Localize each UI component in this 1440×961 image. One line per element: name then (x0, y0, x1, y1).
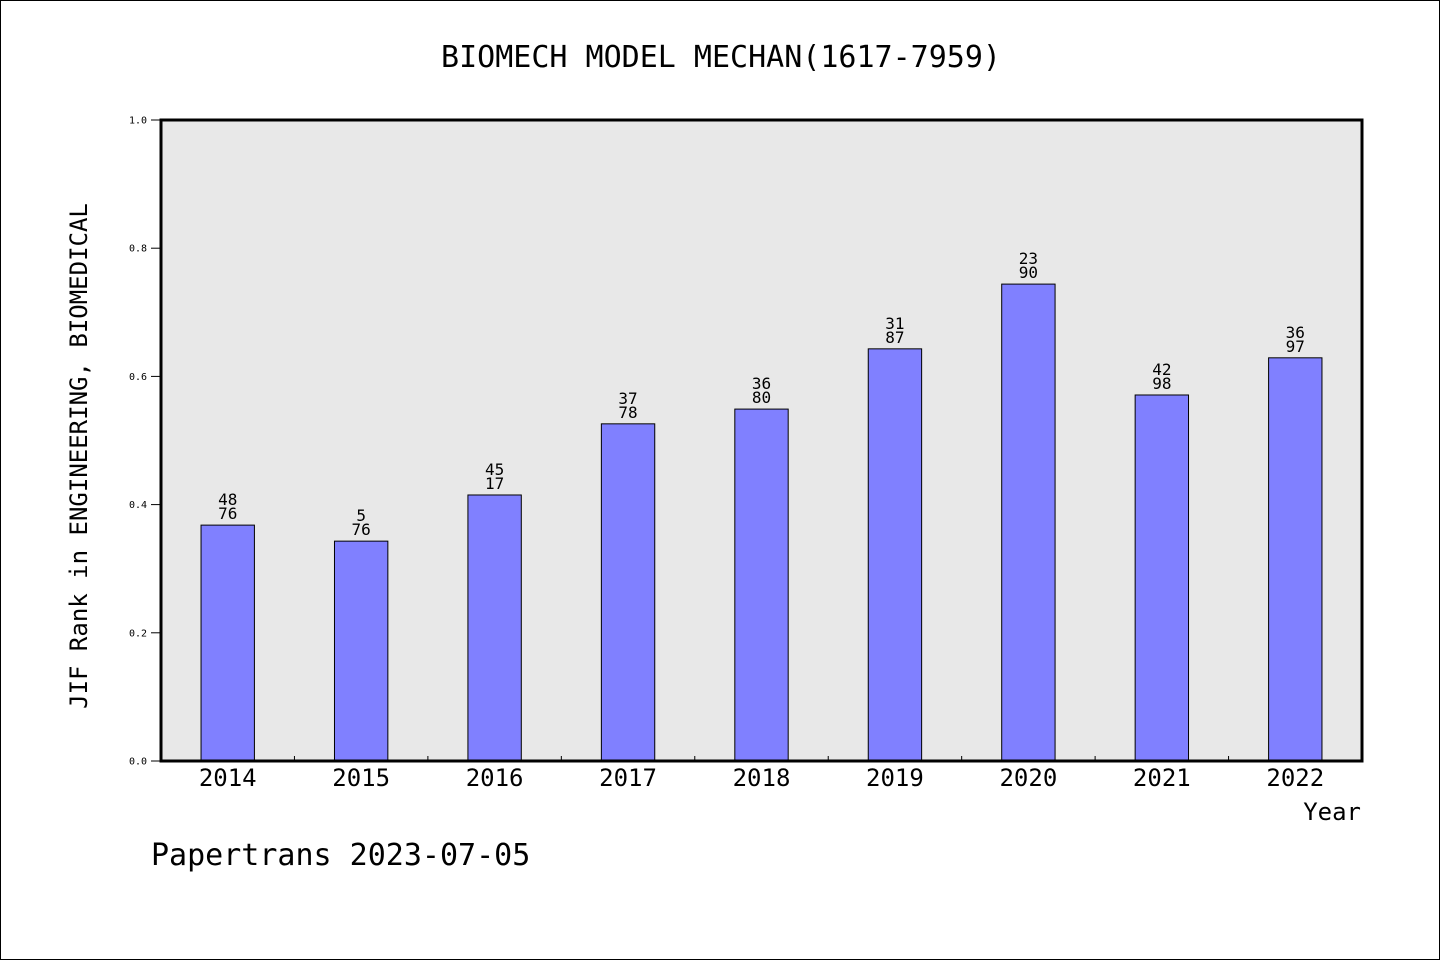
bar-rank-label: 36 (1286, 323, 1305, 342)
watermark: Papertrans 2023-07-05 (151, 838, 530, 873)
bar-rank-label: 23 (1019, 249, 1038, 268)
x-tick-label: 2018 (733, 764, 791, 792)
chart-title: BIOMECH MODEL MECHAN(1617-7959) (441, 40, 1001, 75)
y-axis-label: JIF Rank in ENGINEERING, BIOMEDICAL (65, 203, 93, 709)
bar-2014 (200, 524, 255, 762)
bar-2017 (600, 423, 656, 762)
x-tick-label: 2021 (1133, 764, 1191, 792)
y-tick-label: 0.6 (129, 372, 147, 383)
bar-2020 (1001, 283, 1056, 762)
bar-rank-label: 37 (618, 389, 637, 408)
y-tick-label: 0.8 (129, 244, 147, 255)
x-tick-label: 2017 (599, 764, 657, 792)
bar-rank-label: 31 (885, 314, 904, 333)
bar-2022 (1268, 357, 1323, 762)
bar-2019 (867, 348, 923, 762)
x-tick-label: 2015 (332, 764, 390, 792)
x-tick-label: 2022 (1266, 764, 1324, 792)
bar-total-label: 87 (885, 328, 904, 347)
bar-total-label: 76 (352, 520, 371, 539)
bar-2021 (1134, 394, 1190, 762)
bar-rank-label: 42 (1152, 360, 1171, 379)
y-tick-label: 0.2 (129, 628, 147, 639)
bar-total-label: 97 (1286, 337, 1305, 356)
y-tick-label: 0.4 (129, 500, 147, 511)
bar-2016 (467, 494, 522, 762)
plot-border (159, 118, 1364, 763)
bars-group (200, 283, 1323, 762)
bar-2015 (333, 540, 389, 762)
bar-total-label: 80 (752, 388, 771, 407)
x-axis: 2014 2015 2016 2017 2018 2019 2020 2021 2022 (199, 756, 1324, 792)
bar-rank-label: 36 (752, 374, 771, 393)
bar-rank-label: 45 (485, 460, 504, 479)
x-tick-label: 2014 (199, 764, 257, 792)
bar-total-label: 17 (485, 474, 504, 493)
bar-total-label: 98 (1152, 374, 1171, 393)
x-tick-label: 2016 (466, 764, 524, 792)
bar-total-label: 76 (218, 504, 237, 523)
x-tick-label: 2020 (999, 764, 1057, 792)
y-tick-label: 1.0 (129, 116, 147, 127)
bar-2018 (734, 408, 789, 762)
x-axis-label: Year (1303, 798, 1361, 826)
bar-total-label: 78 (618, 403, 637, 422)
bar-rank-label: 5 (356, 506, 366, 525)
x-tick-label: 2019 (866, 764, 924, 792)
y-axis: 0.0 0.2 0.4 0.6 0.8 1.0 (129, 116, 161, 768)
bar-total-label: 90 (1019, 263, 1038, 282)
y-tick-label: 0.0 (129, 757, 147, 768)
bar-rank-label: 48 (218, 490, 237, 509)
